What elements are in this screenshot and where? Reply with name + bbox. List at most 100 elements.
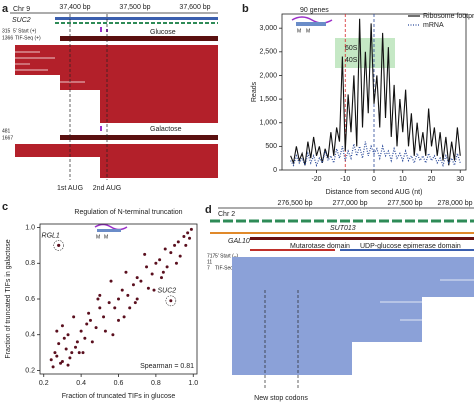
- point: [90, 340, 94, 344]
- reads: [60, 75, 218, 90]
- point: [79, 329, 83, 333]
- cds-icon: [97, 229, 121, 232]
- y-axis-label: Reads: [251, 81, 258, 102]
- inset-m: M: [96, 234, 100, 240]
- point: [146, 286, 150, 290]
- reads: [232, 342, 352, 375]
- gene-bar: [55, 17, 218, 20]
- point: [159, 276, 163, 280]
- stat: Spearman = 0.81: [140, 363, 194, 370]
- condition: Glucose: [150, 29, 176, 36]
- coord: 37,400 bp: [59, 4, 90, 11]
- point: [75, 340, 79, 344]
- point: [62, 336, 66, 340]
- y-axis-label: Fraction of truncated TIFs in galactose: [5, 239, 12, 358]
- subunit: 40S: [345, 57, 358, 64]
- legend-label: Ribosome footprint: [423, 13, 474, 20]
- panel-d: d Chr 2 276,500 bp 277,000 bp 277,500 bp…: [205, 200, 474, 402]
- coord: 277,500 bp: [387, 200, 422, 207]
- coord: 277,000 bp: [332, 200, 367, 207]
- y-tick-label: 1.0: [25, 224, 35, 231]
- reads: [100, 157, 218, 178]
- point: [64, 347, 68, 351]
- condition: Galactose: [150, 126, 182, 133]
- point: [111, 333, 115, 337]
- point: [135, 276, 139, 280]
- x-tick-label: 10: [399, 176, 407, 183]
- annotated-point: [57, 243, 61, 247]
- domain: Mutarotase domain: [290, 243, 350, 250]
- point: [55, 354, 59, 358]
- reads: [15, 45, 218, 75]
- point: [154, 261, 158, 265]
- count: 481: [2, 128, 11, 134]
- point: [59, 361, 63, 365]
- gene-label: SUC2: [12, 17, 31, 24]
- point: [96, 297, 100, 301]
- track-label: TIF-Seq (–): [215, 265, 241, 271]
- panel-letter: c: [2, 201, 8, 213]
- point: [77, 351, 81, 355]
- point: [158, 258, 162, 262]
- x-tick-label: 0.2: [39, 380, 49, 387]
- point: [103, 329, 107, 333]
- reads: [232, 257, 474, 297]
- cds-icon: [296, 22, 326, 26]
- point: [55, 329, 59, 333]
- point: [131, 283, 135, 287]
- domain-bar: [250, 249, 335, 251]
- point: [145, 265, 149, 269]
- track-label: TIF-Seq (+): [15, 35, 41, 41]
- point: [85, 322, 89, 326]
- point: [117, 297, 120, 301]
- point: [74, 345, 78, 349]
- x-tick-label: 0.6: [114, 380, 124, 387]
- x-tick-label: 1.0: [188, 380, 198, 387]
- x-tick-label: 0.4: [76, 380, 86, 387]
- x-axis-label: Distance from second AUG (nt): [326, 189, 423, 196]
- y-tick-label: 0: [273, 167, 277, 174]
- y-tick-label: 500: [265, 143, 277, 150]
- point: [135, 297, 139, 301]
- chromosome: Chr 2: [218, 211, 235, 218]
- point: [143, 252, 147, 256]
- x-tick-label: 20: [428, 176, 436, 183]
- point: [139, 279, 143, 283]
- inset-m: M: [104, 234, 108, 240]
- point: [66, 363, 70, 367]
- x-tick-label: 30: [456, 176, 464, 183]
- sut-bar: [210, 232, 474, 234]
- annotation-ring: [53, 240, 64, 251]
- point: [126, 293, 130, 297]
- count: 11: [207, 259, 212, 265]
- count: 717: [207, 253, 216, 259]
- point: [152, 288, 156, 292]
- point: [150, 272, 154, 276]
- point: [109, 279, 113, 283]
- point: [117, 318, 120, 322]
- panel-c: c M M 0.2 0.4 0.6 0.8 1.0 0.2 0.4 0.6 0.8 1.0 Frac…: [2, 201, 198, 400]
- point: [174, 261, 178, 265]
- aug-label: 1st AUG: [57, 185, 83, 192]
- y-tick-label: 2,500: [259, 49, 277, 56]
- point: [107, 301, 111, 305]
- point: [83, 336, 87, 340]
- track-label: 5' Start (+): [13, 28, 37, 34]
- point: [161, 270, 165, 274]
- annotation: SUC2: [157, 288, 176, 295]
- read-gaps: [360, 279, 474, 351]
- point: [163, 247, 167, 251]
- y-tick-label: 0.2: [25, 367, 35, 374]
- y-tick-label: 0.6: [25, 296, 35, 303]
- mrna-icon: [94, 223, 128, 231]
- x-tick-label: -10: [340, 176, 350, 183]
- reads: [100, 90, 218, 123]
- point: [124, 270, 128, 274]
- point: [186, 231, 190, 235]
- point: [88, 318, 92, 322]
- panel-b: b 90 genes M M 60S 40S -20 -10 0 10 20 30 0 500…: [242, 3, 474, 196]
- domain-bar: [340, 249, 474, 251]
- point: [57, 342, 61, 346]
- point: [49, 358, 53, 362]
